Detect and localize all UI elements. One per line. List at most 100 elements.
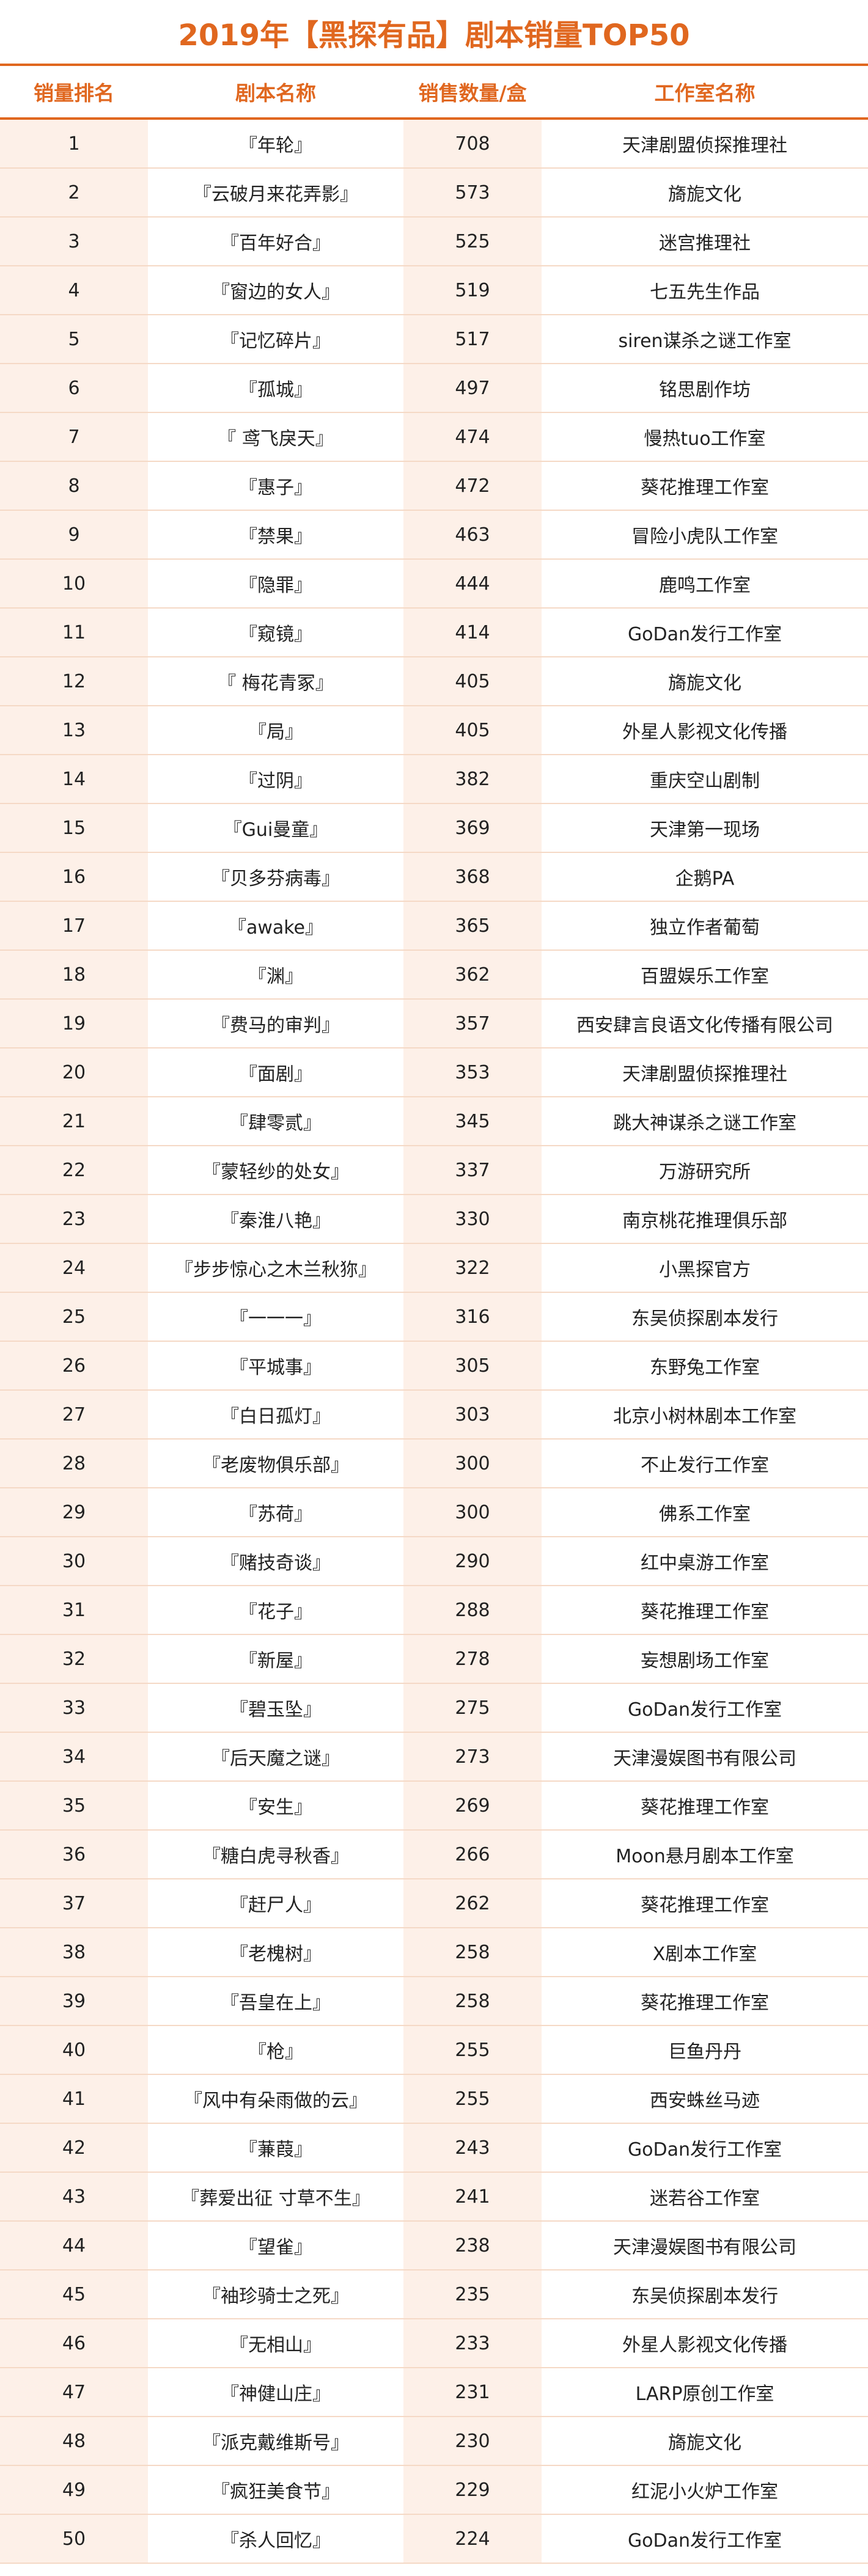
rank-cell: 39 (0, 1977, 148, 2025)
sales-cell: 573 (403, 169, 542, 216)
studio-cell: 迷若谷工作室 (650, 2188, 760, 2209)
script-name-cell: 『蒹葭』 (239, 2139, 312, 2161)
studio-cell: GoDan发行工作室 (627, 1699, 782, 1721)
script-name-cell: 『糖白虎寻秋香』 (202, 1846, 349, 1867)
script-name-cell: 『隐罪』 (239, 575, 312, 596)
rank-cell: 22 (0, 1146, 148, 1194)
studio-cell: 红中桌游工作室 (641, 1553, 769, 1574)
sales-cell: 345 (403, 1097, 542, 1145)
studio-cell: 天津漫娱图书有限公司 (613, 1748, 796, 1769)
table-row: 6 『孤城』 497 铭思剧作坊 (0, 364, 868, 413)
rank-cell: 8 (0, 462, 148, 510)
rank-cell: 4 (0, 266, 148, 314)
studio-cell: X剧本工作室 (652, 1944, 757, 1965)
table-row: 32 『新屋』 278 妄想剧场工作室 (0, 1635, 868, 1684)
rank-cell: 31 (0, 1586, 148, 1634)
table-row: 38 『老槐树』 258 X剧本工作室 (0, 1928, 868, 1977)
sales-cell: 444 (403, 560, 542, 607)
script-name-cell: 『Gui曼童』 (223, 819, 328, 841)
rank-cell: 29 (0, 1488, 148, 1536)
studio-cell: 七五先生作品 (650, 282, 760, 303)
studio-cell: 葵花推理工作室 (641, 1992, 769, 2014)
sales-cell: 365 (403, 902, 542, 950)
sales-cell: 463 (403, 511, 542, 558)
sales-cell: 382 (403, 755, 542, 803)
script-name-cell: 『碧玉坠』 (230, 1699, 322, 1721)
script-name-cell: 『蒙轻纱的处女』 (202, 1162, 349, 1183)
sales-cell: 243 (403, 2124, 542, 2172)
sales-cell: 288 (403, 1586, 542, 1634)
studio-cell: 旖旎文化 (668, 673, 741, 694)
table-row: 33 『碧玉坠』 275 GoDan发行工作室 (0, 1684, 868, 1733)
rank-cell: 13 (0, 706, 148, 754)
table-row: 45 『袖珍骑士之死』 235 东吴侦探剧本发行 (0, 2270, 868, 2319)
sales-cell: 230 (403, 2417, 542, 2465)
studio-cell: 西安蛛丝马迹 (650, 2090, 760, 2112)
studio-cell: 葵花推理工作室 (641, 477, 769, 499)
rank-cell: 20 (0, 1048, 148, 1096)
studio-cell: GoDan发行工作室 (627, 2139, 782, 2161)
sales-cell: 405 (403, 657, 542, 705)
header-cell: 剧本名称 (148, 66, 403, 117)
table-row: 34 『后天魔之谜』 273 天津漫娱图书有限公司 (0, 1733, 868, 1782)
header-cell: 销售数量/盒 (403, 66, 542, 117)
sales-cell: 517 (403, 315, 542, 363)
rank-cell: 32 (0, 1635, 148, 1683)
table: 销量排名 剧本名称 销售数量/盒 工作室名称 1 『年轮』 708 天津剧盟侦探推理社 2 『云… (0, 66, 868, 2564)
studio-cell: 东吴侦探剧本发行 (631, 1308, 778, 1330)
rank-cell: 1 (0, 120, 148, 167)
sales-cell: 275 (403, 1684, 542, 1732)
studio-cell: 企鹅PA (675, 868, 735, 890)
script-name-cell: 『一一一』 (230, 1308, 322, 1330)
table-row: 2 『云破月来花弄影』 573 旖旎文化 (0, 169, 868, 218)
sales-cell: 330 (403, 1195, 542, 1243)
table-row: 37 『赶尸人』 262 葵花推理工作室 (0, 1879, 868, 1928)
rank-cell: 37 (0, 1879, 148, 1927)
table-row: 26 『平城事』 305 东野兔工作室 (0, 1342, 868, 1391)
sales-cell: 369 (403, 804, 542, 852)
table-row: 3 『百年好合』 525 迷宫推理社 (0, 218, 868, 266)
sales-cell: 362 (403, 951, 542, 998)
script-name-cell: 『吾皇在上』 (221, 1992, 331, 2014)
rank-cell: 14 (0, 755, 148, 803)
header-row: 销量排名 剧本名称 销售数量/盒 工作室名称 (0, 66, 868, 120)
script-name-cell: 『赌技奇谈』 (221, 1553, 331, 1574)
studio-cell: 旖旎文化 (668, 2432, 741, 2454)
table-row: 27 『白日孤灯』 303 北京小树林剧本工作室 (0, 1391, 868, 1440)
rank-cell: 40 (0, 2026, 148, 2074)
rank-cell: 12 (0, 657, 148, 705)
sales-cell: 255 (403, 2026, 542, 2074)
sales-cell: 290 (403, 1537, 542, 1585)
script-name-cell: 『后天魔之谜』 (211, 1748, 340, 1769)
table-row: 14 『过阴』 382 重庆空山剧制 (0, 755, 868, 804)
studio-cell: 慢热tuo工作室 (644, 428, 766, 450)
script-name-cell: 『老槐树』 (230, 1944, 322, 1965)
sales-cell: 337 (403, 1146, 542, 1194)
script-name-cell: 『惠子』 (239, 477, 312, 499)
table-row: 36 『糖白虎寻秋香』 266 Moon悬月剧本工作室 (0, 1831, 868, 1879)
studio-cell: 红泥小火炉工作室 (631, 2481, 778, 2503)
table-row: 18 『渊』 362 百盟娱乐工作室 (0, 951, 868, 1000)
studio-cell: 万游研究所 (659, 1162, 751, 1183)
table-row: 12 『 梅花青冢』 405 旖旎文化 (0, 657, 868, 706)
script-name-cell: 『百年好合』 (221, 233, 331, 254)
rank-cell: 24 (0, 1244, 148, 1292)
studio-cell: 西安肆言良语文化传播有限公司 (576, 1015, 833, 1036)
rank-cell: 46 (0, 2319, 148, 2367)
studio-cell: 百盟娱乐工作室 (641, 966, 769, 987)
sales-cell: 405 (403, 706, 542, 754)
script-name-cell: 『 鸢飞戾天』 (218, 428, 334, 450)
table-row: 5 『记忆碎片』 517 siren谋杀之谜工作室 (0, 315, 868, 364)
studio-cell: LARP原创工作室 (635, 2384, 774, 2405)
rank-cell: 45 (0, 2270, 148, 2318)
studio-cell: 小黑探官方 (659, 1259, 751, 1281)
script-name-cell: 『年轮』 (239, 135, 312, 156)
rank-cell: 19 (0, 1000, 148, 1047)
studio-cell: GoDan发行工作室 (627, 624, 782, 645)
sales-cell: 300 (403, 1488, 542, 1536)
rank-cell: 48 (0, 2417, 148, 2465)
script-name-cell: 『望雀』 (239, 2237, 312, 2258)
script-name-cell: 『费马的审判』 (211, 1015, 340, 1036)
script-name-cell: 『新屋』 (239, 1650, 312, 1672)
